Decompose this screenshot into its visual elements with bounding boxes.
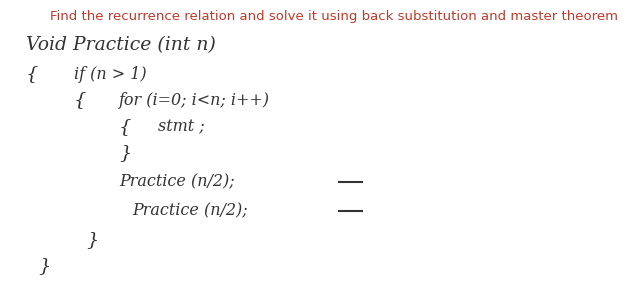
Text: Practice (n/2);: Practice (n/2); xyxy=(132,203,248,219)
Text: stmt ;: stmt ; xyxy=(158,118,204,135)
Text: Find the recurrence relation and solve it using back substitution and master the: Find the recurrence relation and solve i… xyxy=(50,10,619,23)
Text: for (i=0; i<n; i++): for (i=0; i<n; i++) xyxy=(119,92,270,109)
Text: {: { xyxy=(74,91,86,109)
Text: {: { xyxy=(26,65,38,83)
Text: }: } xyxy=(119,144,131,162)
Text: if (n > 1): if (n > 1) xyxy=(74,66,147,83)
Text: }: } xyxy=(87,231,99,249)
Text: Practice (n/2);: Practice (n/2); xyxy=(119,173,235,190)
Text: Void Practice (int n): Void Practice (int n) xyxy=(26,36,215,54)
Text: {: { xyxy=(119,118,131,136)
Text: }: } xyxy=(39,257,51,275)
